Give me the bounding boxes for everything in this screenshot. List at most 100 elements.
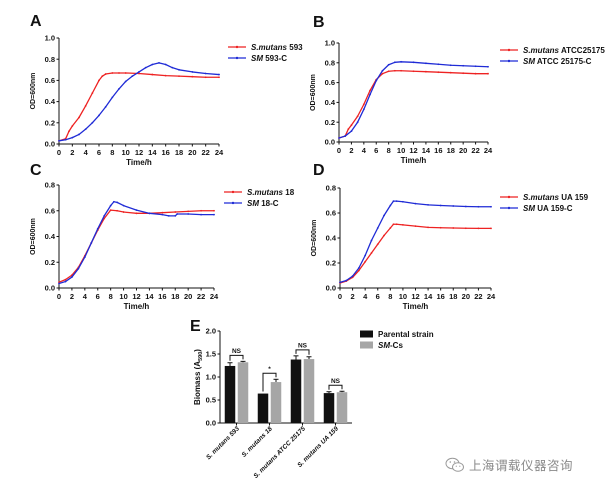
- data-point: [364, 254, 367, 257]
- data-point: [164, 74, 167, 77]
- x-axis-label: Time/h: [401, 156, 427, 165]
- data-point: [109, 204, 112, 207]
- data-point: [364, 260, 367, 263]
- data-point: [111, 96, 114, 99]
- data-point: [402, 223, 404, 226]
- data-point: [402, 200, 404, 203]
- y-tick-label: 0.4: [45, 97, 56, 106]
- data-point: [439, 204, 442, 207]
- legend-label-italic: SM: [523, 204, 535, 213]
- significance-bracket: [295, 349, 310, 355]
- x-axis-label: Time/h: [124, 302, 150, 311]
- data-point: [218, 73, 220, 76]
- data-point: [383, 234, 385, 237]
- legend-marker: [231, 201, 235, 205]
- data-point: [369, 93, 371, 96]
- data-point: [490, 205, 492, 208]
- bar-smcs: [237, 362, 249, 423]
- data-point: [78, 116, 80, 119]
- legend-marker: [231, 190, 235, 194]
- data-point: [71, 125, 74, 127]
- data-point: [204, 72, 207, 75]
- legend-label-italic: S.mutans: [523, 46, 560, 55]
- significance-label: *: [268, 366, 271, 373]
- legend-swatch: [360, 341, 373, 349]
- y-tick-label: 0.0: [45, 140, 55, 149]
- data-point: [178, 68, 180, 71]
- x-tick-label: 0: [57, 292, 61, 301]
- data-point: [71, 136, 74, 139]
- y-tick-label: 0.8: [326, 184, 336, 193]
- bar-parental: [290, 359, 302, 423]
- x-tick-label: 22: [474, 292, 482, 301]
- y-axis-label: OD=600nm: [311, 220, 318, 257]
- y-tick-label: 0.4: [45, 232, 56, 241]
- legend-label-rest: ATCC 25175-C: [535, 57, 592, 66]
- data-point: [427, 203, 429, 206]
- data-point: [344, 135, 347, 137]
- data-point: [174, 215, 177, 217]
- x-tick-label: 24: [210, 292, 219, 301]
- data-point: [350, 124, 353, 127]
- legend-label: S.mutans ATCC25175: [523, 46, 605, 55]
- data-point: [375, 79, 378, 82]
- data-point: [381, 69, 384, 72]
- y-tick-label: 0.2: [326, 259, 336, 268]
- data-point: [487, 72, 489, 75]
- data-point: [109, 209, 112, 212]
- series-line-blue: [339, 200, 491, 283]
- x-tick-label: 10: [119, 292, 127, 301]
- data-point: [362, 108, 365, 111]
- data-point: [213, 213, 215, 216]
- legend-label: SM UA 159-C: [523, 204, 573, 213]
- y-label-subscript: 590: [198, 352, 204, 361]
- data-point: [414, 202, 417, 205]
- wechat-icon: [445, 457, 464, 472]
- x-tick-label: 0: [57, 148, 61, 157]
- y-tick-label: 0.6: [45, 206, 55, 215]
- data-point: [395, 223, 398, 226]
- x-tick-label: 18: [447, 146, 455, 155]
- series-line-blue: [338, 61, 489, 139]
- y-tick-label: 1.0: [45, 34, 55, 43]
- data-point: [464, 205, 467, 208]
- x-tick-label: 6: [376, 292, 380, 301]
- bar-smcs: [303, 359, 315, 423]
- x-tick-label: 12: [135, 148, 143, 157]
- y-label-end: ): [193, 349, 202, 352]
- legend-label-rest: 18: [283, 188, 295, 197]
- x-axis-label: Time/h: [126, 158, 152, 167]
- x-tick-label: 22: [197, 292, 205, 301]
- x-tick-label: 10: [121, 148, 129, 157]
- data-point: [64, 280, 67, 283]
- y-tick-label: 0.6: [326, 209, 336, 218]
- data-point: [161, 211, 164, 214]
- data-point: [77, 267, 80, 270]
- legend-label: S.mutans UA 159: [523, 193, 589, 202]
- data-point: [116, 201, 119, 204]
- data-point: [437, 63, 440, 66]
- data-point: [392, 223, 395, 226]
- data-point: [400, 60, 402, 63]
- chart-panel-b: B0 2 4 6 8 10 12 14 16 18 20 22 240.00.20.40.60.81.0…: [310, 14, 605, 165]
- chart-panel-a: A0 2 4 6 8 10 12 14 16 18 20 22 240.00.20.40.60.81.0…: [30, 13, 303, 167]
- data-point: [389, 227, 392, 229]
- x-tick-label: 0: [337, 146, 341, 155]
- y-tick-label: 0.0: [206, 419, 216, 428]
- data-point: [449, 71, 452, 74]
- data-point: [176, 213, 179, 215]
- x-tick-label: 18: [175, 148, 183, 157]
- bar-smcs: [336, 392, 348, 423]
- data-point: [64, 138, 67, 141]
- y-tick-label: 0.0: [326, 284, 336, 293]
- x-tick-label: 22: [201, 148, 209, 157]
- data-point: [474, 65, 477, 68]
- legend-label: SM 593-C: [251, 54, 287, 63]
- data-point: [187, 213, 190, 215]
- legend-label: SM 18-C: [247, 199, 279, 208]
- x-tick-label: 10: [399, 292, 407, 301]
- data-point: [487, 65, 489, 68]
- y-tick-label: 2.0: [206, 327, 216, 336]
- data-point: [200, 209, 202, 212]
